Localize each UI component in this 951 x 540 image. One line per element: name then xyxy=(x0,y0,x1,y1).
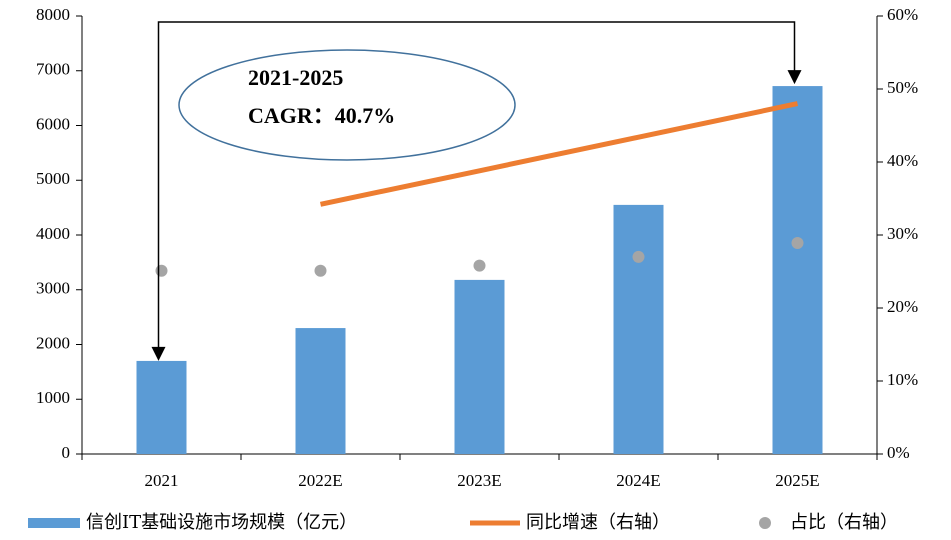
annotation-ellipse xyxy=(178,49,516,161)
annotation: 2021-2025 xyxy=(248,65,343,90)
arrow xyxy=(157,21,796,349)
arrow-head xyxy=(787,70,802,85)
y2-tick-label: 40% xyxy=(887,151,918,170)
bar xyxy=(613,204,664,454)
y-tick-label: 1000 xyxy=(36,388,70,407)
arrow-head xyxy=(151,346,166,361)
x-tick-label: 2025E xyxy=(775,471,819,490)
y-tick-label: 2000 xyxy=(36,333,70,352)
bar xyxy=(295,328,346,454)
line xyxy=(319,101,799,207)
legend-label: 信创IT基础设施市场规模（亿元） xyxy=(86,512,357,533)
bar xyxy=(772,86,823,454)
x-tick-label: 2024E xyxy=(616,471,660,490)
y-tick-label: 6000 xyxy=(36,114,70,133)
point xyxy=(473,259,486,272)
y-tick-label: 5000 xyxy=(36,169,70,188)
y2-tick-label: 10% xyxy=(887,370,918,389)
point xyxy=(155,264,168,277)
y-tick-label: 3000 xyxy=(36,279,70,298)
x-tick-label: 2023E xyxy=(457,471,501,490)
y-tick-label: 7000 xyxy=(36,60,70,79)
point xyxy=(314,264,327,277)
y-tick-label: 8000 xyxy=(36,5,70,24)
x-tick-label: 2022E xyxy=(298,471,342,490)
legend-swatch xyxy=(759,517,771,529)
annotation: CAGR：40.7% xyxy=(248,103,395,128)
y-tick-label: 4000 xyxy=(36,224,70,243)
y2-tick-label: 50% xyxy=(887,78,918,97)
legend-swatch xyxy=(28,518,80,528)
bar xyxy=(454,279,505,454)
y2-tick-label: 0% xyxy=(887,443,910,462)
legend-label: 同比增速（右轴） xyxy=(526,512,670,533)
point xyxy=(632,250,645,263)
legend-label: 占比（右轴） xyxy=(790,512,898,533)
x-tick-label: 2021 xyxy=(145,471,179,490)
y2-tick-label: 20% xyxy=(887,297,918,316)
y2-tick-label: 30% xyxy=(887,224,918,243)
point xyxy=(791,237,804,250)
bar xyxy=(136,360,187,454)
y-tick-label: 0 xyxy=(62,443,71,462)
y2-tick-label: 60% xyxy=(887,5,918,24)
